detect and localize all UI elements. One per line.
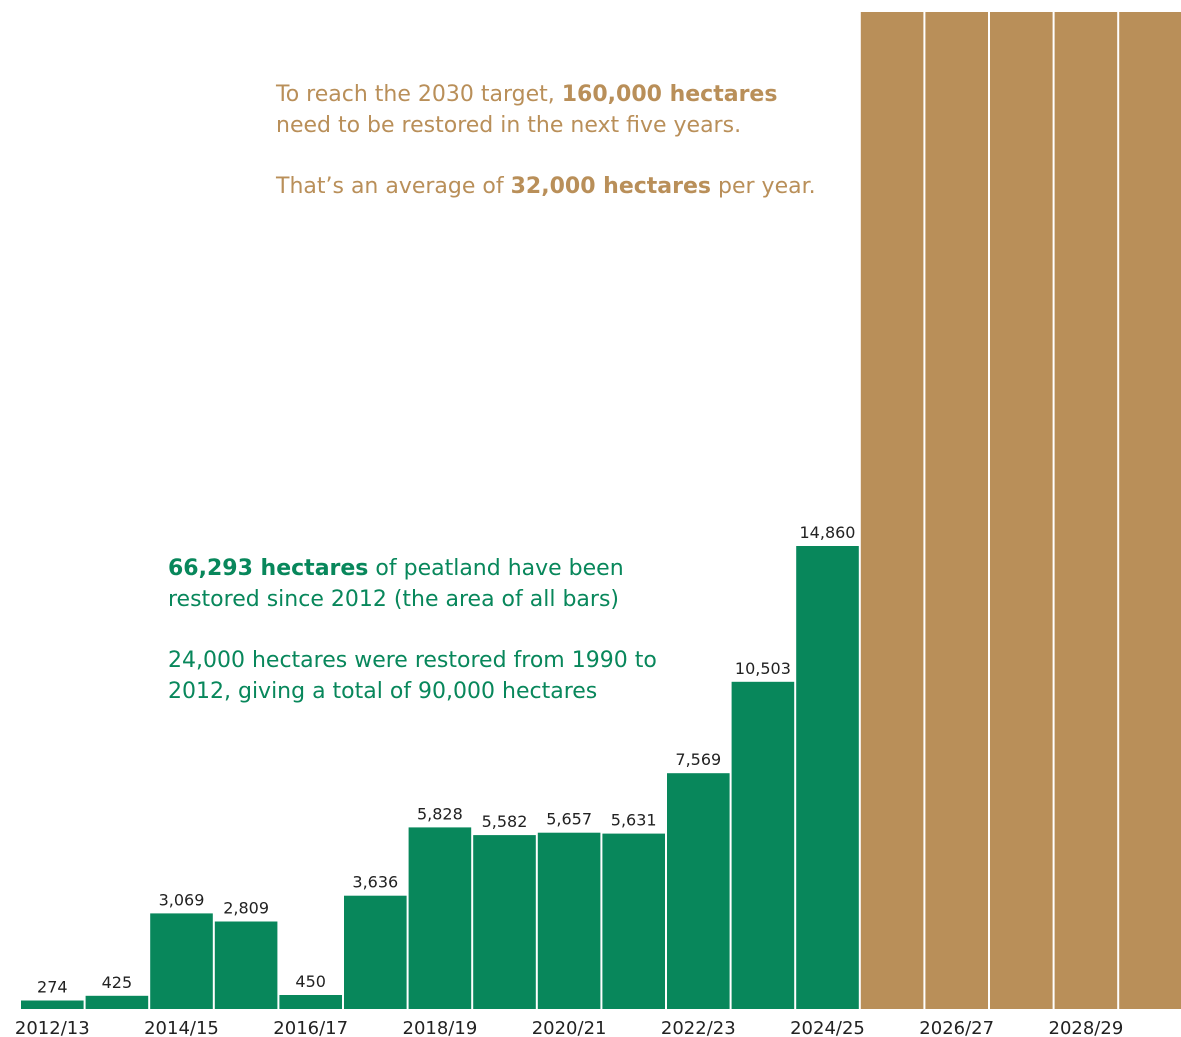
value-label-2016-17: 450 [295, 972, 326, 991]
target-line-1-text: To reach the 2030 target, [276, 82, 562, 107]
value-label-2022-23: 7,569 [675, 750, 721, 769]
bar-target-2029-30 [1119, 12, 1181, 1009]
value-label-2012-13: 274 [37, 978, 68, 997]
bar-restored-2014-15 [150, 913, 213, 1009]
value-label-2017-18: 3,636 [352, 873, 398, 892]
x-tick-label-2022-23: 2022/23 [661, 1018, 736, 1037]
value-label-2021-22: 5,631 [611, 811, 657, 830]
bar-restored-2022-23 [667, 773, 730, 1009]
value-label-2014-15: 3,069 [159, 890, 205, 909]
target-line-2: need to be restored in the next five yea… [276, 113, 742, 138]
bar-restored-2018-19 [408, 827, 472, 1009]
bar-restored-2019-20 [473, 835, 536, 1009]
value-label-2020-21: 5,657 [546, 810, 592, 829]
bar-restored-2012-13 [21, 1000, 84, 1009]
value-label-2018-19: 5,828 [417, 804, 463, 823]
target-line-3-pre: That’s an average of [276, 174, 511, 199]
bar-target-2025-26 [860, 12, 924, 1009]
value-label-2015-16: 2,809 [223, 899, 269, 918]
x-tick-label-2026-27: 2026/27 [919, 1018, 994, 1037]
x-tick-label-2020-21: 2020/21 [532, 1018, 607, 1037]
restored-annotation: 66,293 hectares of peatland have been re… [168, 553, 657, 707]
x-tick-label-2014-15: 2014/15 [144, 1018, 219, 1037]
value-labels-group: 274 425 3,069 2,809 450 3,636 5,828 5,582 5,657 5… [37, 523, 855, 997]
bar-restored-2017-18 [344, 895, 407, 1009]
value-label-2019-20: 5,582 [482, 812, 528, 831]
restored-line-3: 24,000 hectares were restored from 1990 … [168, 648, 657, 673]
x-tick-label-2028-29: 2028/29 [1049, 1018, 1124, 1037]
target-average-per-year: 32,000 hectares [510, 174, 712, 199]
bar-restored-2020-21 [537, 832, 601, 1009]
value-label-2013-14: 425 [102, 973, 133, 992]
bar-restored-2013-14 [85, 995, 149, 1009]
restored-hectares-total: 66,293 hectares [168, 556, 369, 581]
bar-restored-2015-16 [214, 921, 278, 1009]
x-tick-label-2018-19: 2018/19 [403, 1018, 478, 1037]
value-label-2024-25: 14,860 [800, 523, 856, 542]
bar-restored-2023-24 [731, 681, 795, 1009]
target-hectares-total: 160,000 hectares [561, 82, 778, 107]
target-line-3: That’s an average of 32,000 hectares per… [276, 171, 816, 202]
restored-line-4: 2012, giving a total of 90,000 hectares [168, 679, 598, 704]
bar-target-2028-29 [1054, 12, 1118, 1009]
x-tick-labels-group: 2012/13 2014/15 2016/17 2018/19 2020/21 2022/… [15, 1018, 1123, 1037]
x-tick-label-2024-25: 2024/25 [790, 1018, 865, 1037]
bars-group [21, 12, 1181, 1009]
value-label-2023-24: 10,503 [735, 659, 791, 678]
x-tick-label-2016-17: 2016/17 [273, 1018, 348, 1037]
bar-restored-2024-25 [796, 546, 859, 1009]
bar-target-2027-28 [990, 12, 1053, 1009]
target-annotation: To reach the 2030 target, 160,000 hectar… [276, 79, 816, 202]
target-line-1: To reach the 2030 target, 160,000 hectar… [276, 79, 816, 110]
bar-restored-2021-22 [602, 833, 665, 1009]
restored-line-1-post: of peatland have been [368, 556, 624, 581]
bar-restored-2016-17 [279, 995, 342, 1009]
bar-target-2026-27 [925, 12, 988, 1009]
target-line-3-post: per year. [711, 174, 816, 199]
restored-line-1: 66,293 hectares of peatland have been [168, 553, 657, 584]
x-tick-label-2012-13: 2012/13 [15, 1018, 90, 1037]
restored-line-2: restored since 2012 (the area of all bar… [168, 587, 619, 612]
